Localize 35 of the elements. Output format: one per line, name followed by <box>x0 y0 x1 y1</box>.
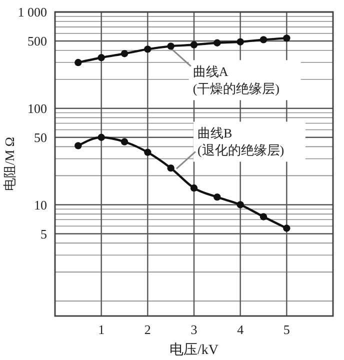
x-tick-label: 5 <box>283 322 290 337</box>
y-tick-label: 5 <box>40 226 47 242</box>
y-tick-label: 50 <box>34 130 47 145</box>
point <box>144 148 152 156</box>
point <box>144 46 152 53</box>
point <box>98 134 105 141</box>
x-axis-title: 电压/kV <box>170 342 218 358</box>
annotation: 曲线B (退化的绝缘层) <box>197 126 284 158</box>
y-tick-label: 10 <box>34 197 47 212</box>
point <box>120 138 128 146</box>
point <box>214 193 221 201</box>
point <box>98 54 105 62</box>
annotation: 曲线A (干燥的绝缘层) <box>192 64 280 96</box>
point <box>190 41 198 48</box>
y-axis-title: 电阻/M Ω <box>2 136 17 192</box>
point <box>236 201 244 208</box>
x-tick-label: 2 <box>144 322 151 337</box>
point <box>120 50 128 58</box>
point <box>260 213 268 220</box>
point <box>190 184 198 192</box>
y-tick-label: 100 <box>28 100 47 116</box>
point <box>214 39 221 46</box>
y-tick-label: 1 000 <box>18 4 47 20</box>
x-tick-label: 4 <box>237 322 244 337</box>
point <box>283 34 290 42</box>
point <box>283 224 290 232</box>
point <box>167 42 174 50</box>
x-tick-label: 3 <box>190 322 198 337</box>
point <box>236 38 244 46</box>
point <box>260 36 268 44</box>
x-tick-label: 1 <box>98 322 105 337</box>
point <box>74 142 82 150</box>
point <box>74 58 82 66</box>
y-tick-label: 500 <box>28 34 47 49</box>
point <box>167 164 174 172</box>
